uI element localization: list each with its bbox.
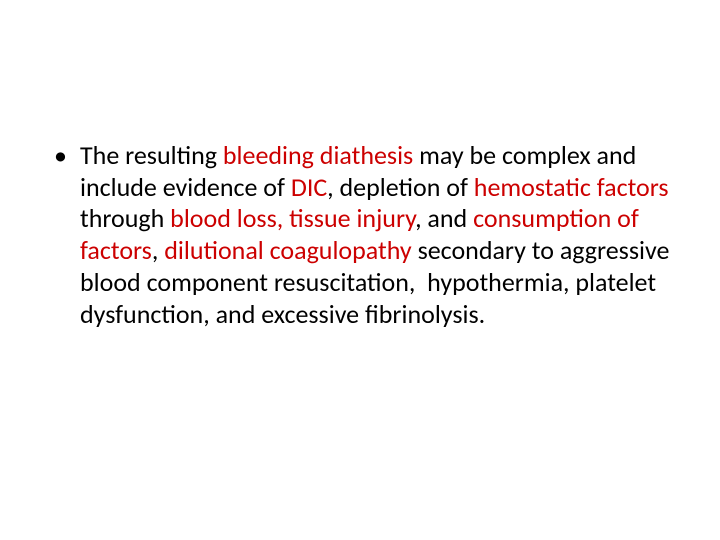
text-run: , depletion of [327, 171, 474, 203]
text-run: The resulting [80, 139, 223, 171]
text-highlight: hemostatic factors [474, 171, 669, 203]
text-highlight: bleeding diathesis [223, 139, 413, 171]
text-run: , [152, 234, 164, 266]
slide-container: The resulting bleeding diathesis may be … [0, 0, 720, 540]
text-run: , and [415, 202, 473, 234]
bullet-list: The resulting bleeding diathesis may be … [48, 140, 672, 330]
bullet-item: The resulting bleeding diathesis may be … [48, 140, 672, 330]
text-run: through [80, 202, 170, 234]
text-highlight: dilutional coagulopathy [164, 234, 411, 266]
text-highlight: DIC [291, 171, 327, 203]
text-highlight: blood loss, tissue injury [170, 202, 415, 234]
